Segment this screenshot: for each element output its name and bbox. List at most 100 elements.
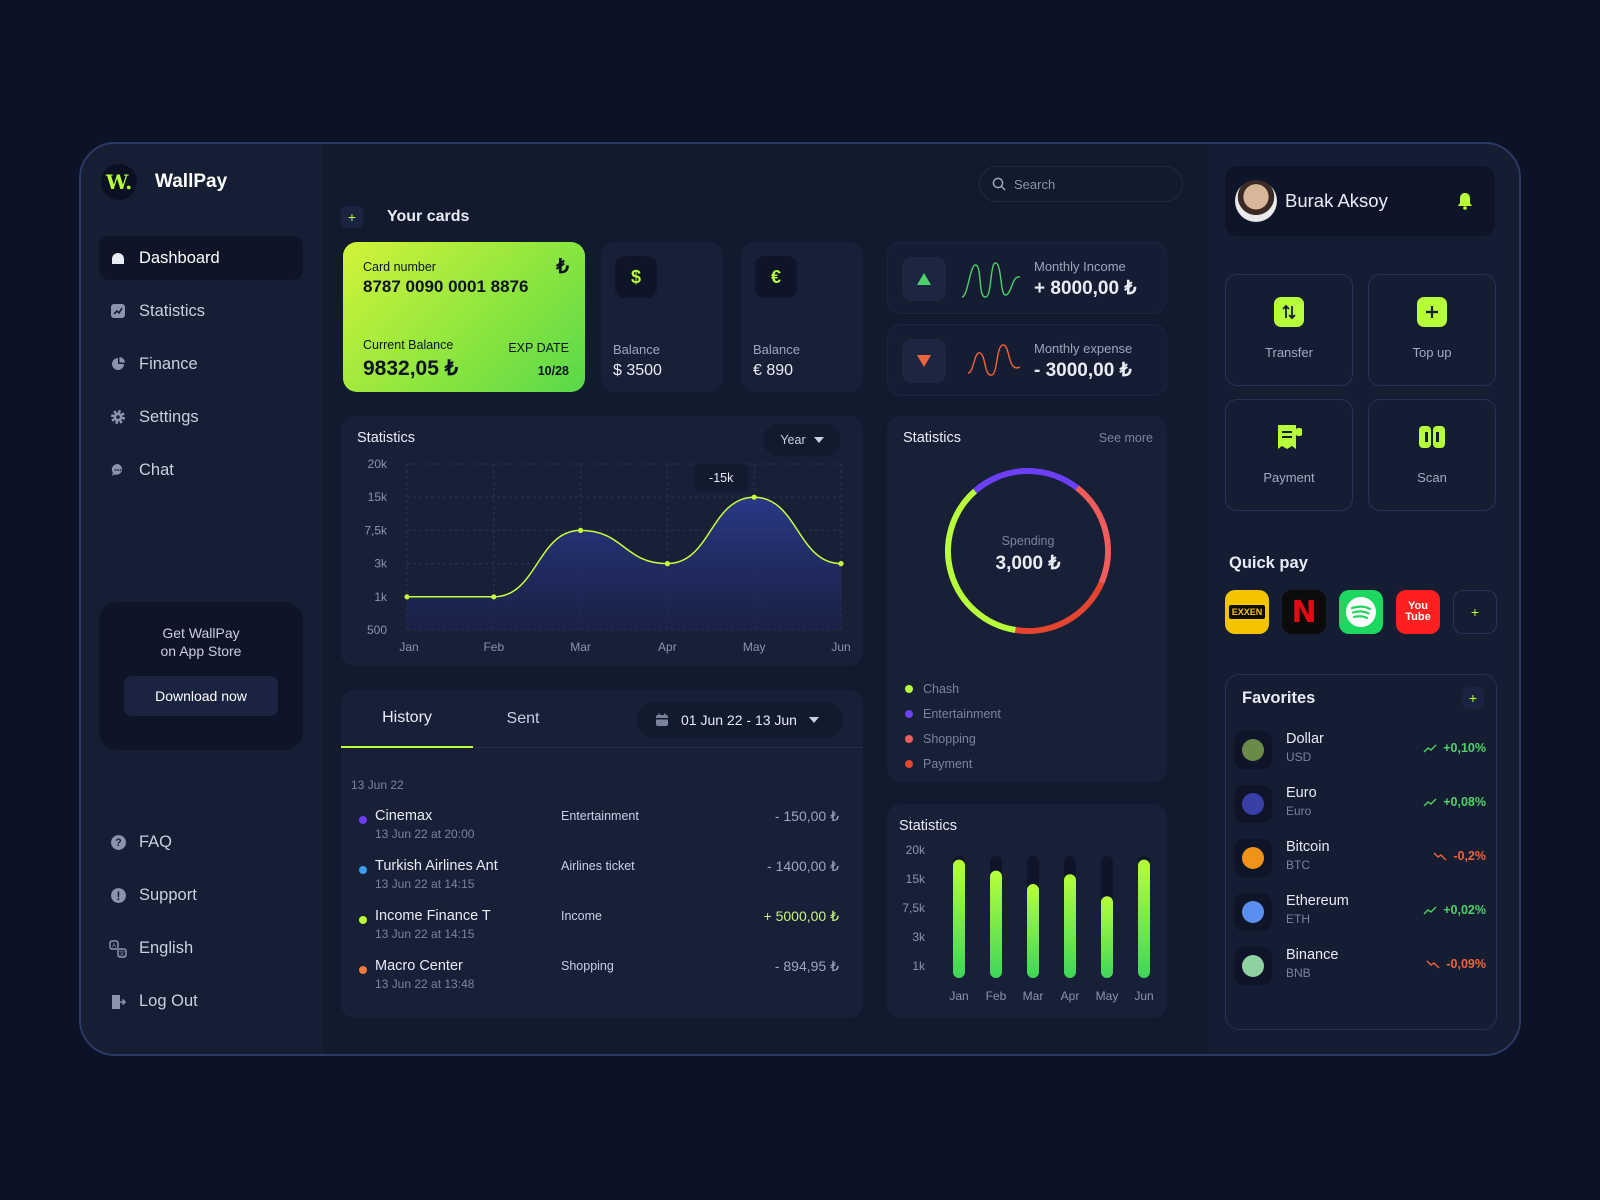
- app-window: W. WallPay Dashboard Statistics Finance …: [79, 142, 1521, 1056]
- dollar-icon: $: [615, 256, 657, 298]
- profile-card[interactable]: Burak Aksoy: [1225, 166, 1495, 236]
- nav-item-statistics[interactable]: Statistics: [99, 289, 303, 333]
- nav-item-dashboard[interactable]: Dashboard: [99, 236, 303, 280]
- favorite-row[interactable]: Ethereum ETH +0,02%: [1234, 889, 1486, 933]
- data-point[interactable]: [664, 561, 670, 567]
- balance-label: Balance: [753, 342, 800, 357]
- add-quick-pay-button[interactable]: +: [1453, 590, 1497, 634]
- receipt-icon: [1274, 422, 1304, 452]
- add-card-button[interactable]: +: [341, 206, 363, 228]
- payment-button[interactable]: Payment: [1225, 399, 1353, 511]
- bar-statistics-panel: Statistics 20k 15k 7,5k 3k 1k Jan Feb Mar Apr May…: [887, 804, 1167, 1018]
- legend-swatch: [905, 759, 913, 768]
- transfer-icon: [1274, 297, 1304, 327]
- top-up-button[interactable]: Top up: [1368, 274, 1496, 386]
- transaction-row[interactable]: Turkish Airlines Ant 13 Jun 22 at 14:15 Ai…: [359, 858, 839, 900]
- legend-item: Entertainment: [905, 701, 1001, 726]
- donut-slice[interactable]: [1015, 581, 1105, 634]
- nav-item-finance[interactable]: Finance: [99, 342, 303, 386]
- data-point[interactable]: [838, 561, 844, 567]
- coin-icon: [1242, 847, 1264, 869]
- nav-item-logout[interactable]: Log Out: [109, 975, 198, 1028]
- line-statistics-panel: Statistics Year 20k 15k 7,5k 3k 1k 500 Jan Feb M…: [341, 416, 863, 666]
- nav-item-faq[interactable]: ? FAQ: [109, 816, 198, 869]
- transaction-category: Entertainment: [561, 809, 639, 823]
- monthly-expense-card: Monthly expense - 3000,00 ₺: [887, 324, 1167, 396]
- download-button[interactable]: Download now: [124, 676, 278, 716]
- data-point[interactable]: [404, 594, 410, 600]
- legend-label: Payment: [923, 756, 973, 771]
- transaction-row[interactable]: Cinemax 13 Jun 22 at 20:00 Entertainment - …: [359, 808, 839, 850]
- see-more-link[interactable]: See more: [1098, 431, 1153, 445]
- transfer-button[interactable]: Transfer: [1225, 274, 1353, 386]
- favorite-row[interactable]: Euro Euro +0,08%: [1234, 781, 1486, 825]
- favorite-name: Binance: [1286, 947, 1339, 963]
- y-tick-label: 20k: [906, 843, 926, 857]
- add-favorite-button[interactable]: +: [1462, 687, 1484, 709]
- gear-icon: [109, 408, 127, 426]
- netflix-app-button[interactable]: N: [1282, 590, 1326, 634]
- calendar-icon: [656, 713, 668, 726]
- x-tick-label: May: [1096, 989, 1119, 1003]
- svg-text:A: A: [112, 943, 116, 949]
- main-card[interactable]: Card number 8787 0090 0001 8876 ₺ Curren…: [343, 242, 585, 392]
- y-tick-label: 15k: [906, 872, 926, 886]
- bar[interactable]: [953, 859, 965, 978]
- tab-sent[interactable]: Sent: [506, 710, 540, 727]
- transaction-amount: - 894,95 ₺: [774, 958, 839, 974]
- data-point[interactable]: [578, 527, 584, 533]
- favorite-row[interactable]: Bitcoin BTC -0,2%: [1234, 835, 1486, 879]
- brand[interactable]: W. WallPay: [101, 164, 227, 200]
- data-point[interactable]: [491, 594, 497, 600]
- bar[interactable]: [1101, 896, 1113, 978]
- transaction-row[interactable]: Macro Center 13 Jun 22 at 13:48 Shopping - …: [359, 958, 839, 1000]
- income-label: Monthly Income: [1034, 259, 1126, 274]
- binance-icon: [1234, 947, 1272, 985]
- spotify-app-button[interactable]: [1339, 590, 1383, 634]
- favorite-row[interactable]: Dollar USD +0,10%: [1234, 727, 1486, 771]
- bar[interactable]: [1064, 874, 1076, 978]
- balance-label: Balance: [613, 342, 660, 357]
- ethereum-icon: [1234, 893, 1272, 931]
- tooltip: [694, 463, 749, 492]
- change-value: +0,10%: [1443, 741, 1486, 755]
- donut-slice[interactable]: [973, 468, 1079, 494]
- bar[interactable]: [1138, 859, 1150, 978]
- donut-slice[interactable]: [1075, 485, 1111, 584]
- favorite-change: +0,08%: [1423, 795, 1486, 809]
- nav-item-support[interactable]: ! Support: [109, 869, 198, 922]
- bar-chart: 20k 15k 7,5k 3k 1k Jan Feb Mar Apr May Jun: [902, 843, 1153, 1003]
- youtube-app-button[interactable]: You Tube: [1396, 590, 1440, 634]
- exxen-app-button[interactable]: EXXEN: [1225, 590, 1269, 634]
- bar[interactable]: [1027, 884, 1039, 978]
- trend-up-icon: [1423, 798, 1437, 806]
- nav-item-chat[interactable]: Chat: [99, 448, 303, 492]
- area-fill: [407, 497, 841, 630]
- nav-item-settings[interactable]: Settings: [99, 395, 303, 439]
- period-select[interactable]: Year: [763, 424, 841, 456]
- date-range-picker[interactable]: 01 Jun 22 - 13 Jun: [637, 702, 843, 738]
- trend-up-icon: [1423, 744, 1437, 752]
- date-heading: 13 Jun 22: [351, 778, 404, 792]
- eur-balance-card[interactable]: € Balance € 890: [741, 242, 863, 392]
- search-bar[interactable]: Search: [979, 166, 1183, 202]
- bell-icon[interactable]: [1457, 192, 1473, 210]
- x-tick-label: Jan: [399, 640, 418, 654]
- donut-slice[interactable]: [945, 488, 1016, 633]
- period-value: Year: [780, 433, 806, 447]
- transaction-row[interactable]: Income Finance T 13 Jun 22 at 14:15 Income…: [359, 908, 839, 950]
- data-point[interactable]: [751, 494, 757, 500]
- usd-balance-card[interactable]: $ Balance $ 3500: [601, 242, 723, 392]
- bar[interactable]: [990, 870, 1002, 978]
- x-tick-label: May: [743, 640, 766, 654]
- favorite-code: Euro: [1286, 804, 1312, 818]
- favorite-row[interactable]: Binance BNB -0,09%: [1234, 943, 1486, 987]
- transaction-time: 13 Jun 22 at 14:15: [375, 877, 475, 891]
- scan-button[interactable]: Scan: [1368, 399, 1496, 511]
- x-tick-label: Jan: [949, 989, 968, 1003]
- favorite-name: Euro: [1286, 785, 1317, 801]
- tab-history[interactable]: History: [341, 690, 473, 748]
- svg-text:!: !: [116, 890, 120, 903]
- income-sparkline: [961, 262, 1021, 298]
